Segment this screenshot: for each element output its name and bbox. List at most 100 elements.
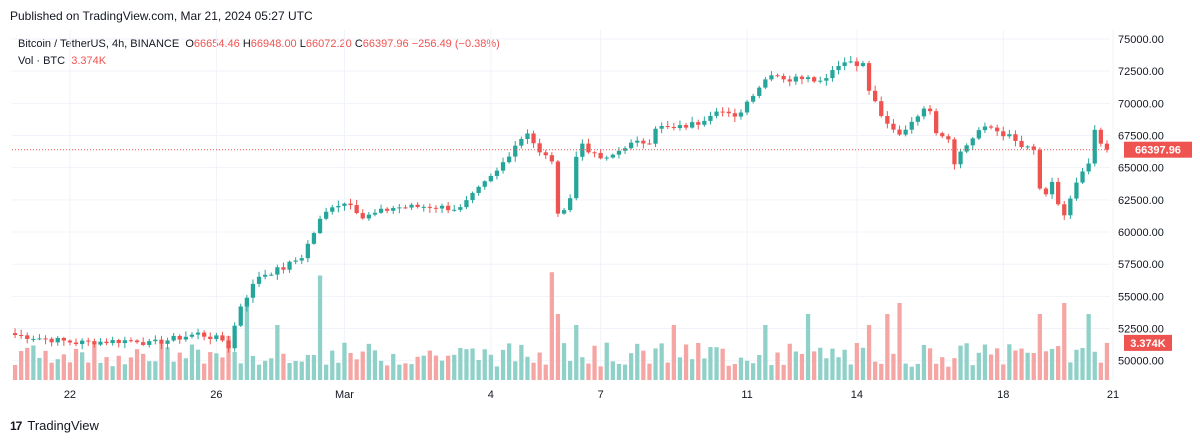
candle-body[interactable] xyxy=(952,139,957,165)
candle-body[interactable] xyxy=(1049,181,1055,195)
candle-body[interactable] xyxy=(751,95,756,102)
candle-body[interactable] xyxy=(915,116,920,122)
candle-body[interactable] xyxy=(31,338,36,340)
candle-body[interactable] xyxy=(226,340,231,349)
candle-body[interactable] xyxy=(622,148,628,151)
candle-body[interactable] xyxy=(263,274,268,277)
candle-body[interactable] xyxy=(537,143,542,153)
candle-body[interactable] xyxy=(604,157,609,159)
candle-body[interactable] xyxy=(439,205,445,209)
candle-body[interactable] xyxy=(446,205,451,211)
candle-body[interactable] xyxy=(305,243,310,259)
candle-body[interactable] xyxy=(385,208,390,211)
candle-body[interactable] xyxy=(55,337,60,343)
candle-body[interactable] xyxy=(970,138,975,146)
candle-body[interactable] xyxy=(586,143,591,153)
candle-body[interactable] xyxy=(1098,129,1103,144)
candle-body[interactable] xyxy=(110,340,115,344)
candle-body[interactable] xyxy=(598,152,603,159)
candle-body[interactable] xyxy=(921,108,927,117)
candle-body[interactable] xyxy=(311,233,317,244)
candle-body[interactable] xyxy=(330,207,335,212)
candle-body[interactable] xyxy=(665,126,670,128)
candle-body[interactable] xyxy=(116,340,121,344)
candle-body[interactable] xyxy=(507,156,512,163)
candle-body[interactable] xyxy=(299,258,304,261)
candle-body[interactable] xyxy=(1086,163,1091,172)
volume-label[interactable]: Vol · BTC xyxy=(18,55,66,67)
candle-body[interactable] xyxy=(202,332,207,337)
candle-body[interactable] xyxy=(183,336,188,340)
candle-body[interactable] xyxy=(1092,129,1097,164)
candle-body[interactable] xyxy=(653,128,658,144)
candle-body[interactable] xyxy=(580,143,585,157)
candle-body[interactable] xyxy=(549,155,554,162)
candle-body[interactable] xyxy=(427,206,432,208)
candle-body[interactable] xyxy=(220,335,225,341)
candle-body[interactable] xyxy=(946,136,951,140)
candle-body[interactable] xyxy=(934,111,939,134)
candle-body[interactable] xyxy=(141,342,146,345)
candle-body[interactable] xyxy=(885,115,890,124)
candle-body[interactable] xyxy=(189,334,195,337)
candle-body[interactable] xyxy=(519,139,524,146)
candle-body[interactable] xyxy=(470,192,475,201)
candle-body[interactable] xyxy=(397,207,402,209)
candle-body[interactable] xyxy=(964,145,969,152)
candle-body[interactable] xyxy=(824,78,829,81)
candle-body[interactable] xyxy=(275,267,280,275)
candle-body[interactable] xyxy=(452,209,457,211)
candle-body[interactable] xyxy=(476,186,481,193)
candle-body[interactable] xyxy=(1080,171,1085,183)
candle-body[interactable] xyxy=(812,77,817,82)
candle-body[interactable] xyxy=(433,207,439,209)
candle-body[interactable] xyxy=(1068,198,1073,216)
candle-body[interactable] xyxy=(73,342,79,345)
candle-body[interactable] xyxy=(1056,181,1061,205)
candle-body[interactable] xyxy=(702,120,707,125)
candle-body[interactable] xyxy=(98,341,103,345)
candle-body[interactable] xyxy=(763,79,768,88)
candle-body[interactable] xyxy=(348,203,353,206)
candle-body[interactable] xyxy=(531,133,536,144)
candle-body[interactable] xyxy=(147,341,152,345)
candle-body[interactable] xyxy=(488,175,493,182)
candle-body[interactable] xyxy=(513,145,518,157)
candle-body[interactable] xyxy=(1001,131,1006,137)
candle-body[interactable] xyxy=(49,338,54,343)
candle-body[interactable] xyxy=(1037,149,1042,189)
candle-body[interactable] xyxy=(165,340,170,344)
candle-body[interactable] xyxy=(616,150,622,155)
candle-body[interactable] xyxy=(378,208,384,213)
candle-body[interactable] xyxy=(159,339,164,344)
candle-body[interactable] xyxy=(897,129,902,135)
candle-body[interactable] xyxy=(293,260,298,262)
candle-body[interactable] xyxy=(799,76,805,80)
candle-body[interactable] xyxy=(543,152,548,156)
candle-body[interactable] xyxy=(525,133,530,140)
candle-body[interactable] xyxy=(80,340,85,345)
candle-body[interactable] xyxy=(86,340,91,342)
candle-body[interactable] xyxy=(696,122,701,125)
candle-body[interactable] xyxy=(659,126,664,129)
candle-body[interactable] xyxy=(19,335,24,337)
candle-body[interactable] xyxy=(342,203,347,206)
candle-body[interactable] xyxy=(177,335,182,340)
candle-body[interactable] xyxy=(927,108,933,112)
candle-body[interactable] xyxy=(805,77,811,80)
candle-body[interactable] xyxy=(67,340,73,343)
candle-body[interactable] xyxy=(171,335,176,341)
candle-body[interactable] xyxy=(482,181,487,187)
candle-body[interactable] xyxy=(372,212,378,215)
candle-body[interactable] xyxy=(738,112,744,117)
candle-body[interactable] xyxy=(830,70,835,79)
candle-body[interactable] xyxy=(958,151,963,165)
candle-body[interactable] xyxy=(25,335,30,339)
candle-body[interactable] xyxy=(1025,146,1030,148)
candle-body[interactable] xyxy=(195,332,201,335)
candle-body[interactable] xyxy=(995,127,1000,132)
candle-body[interactable] xyxy=(1007,134,1012,137)
candle-body[interactable] xyxy=(732,113,737,117)
candle-body[interactable] xyxy=(391,207,396,211)
candle-body[interactable] xyxy=(818,80,823,82)
